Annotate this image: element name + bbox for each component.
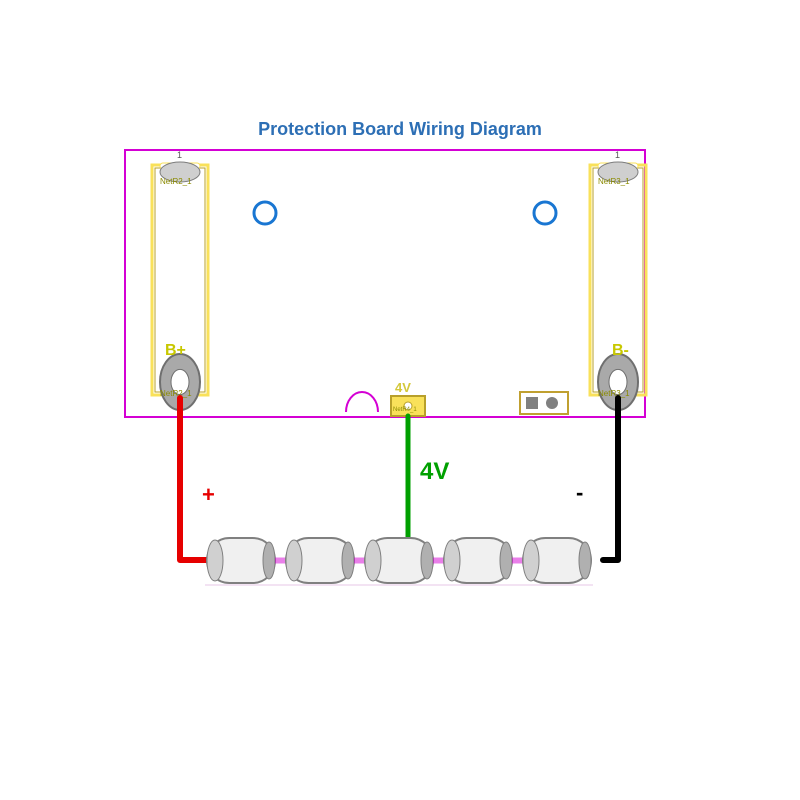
svg-text:1: 1 — [615, 150, 620, 160]
svg-text:NetR3_1: NetR3_1 — [598, 389, 630, 398]
board-outline — [125, 150, 645, 417]
svg-text:NetR2_1: NetR2_1 — [160, 177, 192, 186]
terminal-label-b-minus: B- — [612, 342, 629, 360]
svg-text:NetR4_1: NetR4_1 — [393, 407, 417, 413]
center-pad-label-above: 4V — [395, 380, 411, 395]
wire-red-positive — [180, 398, 207, 560]
svg-text:NetR2_1: NetR2_1 — [160, 389, 192, 398]
svg-text:NetR3_1: NetR3_1 — [598, 177, 630, 186]
terminal-label-b-plus: B+ — [165, 342, 186, 360]
wire-black-negative — [603, 398, 618, 560]
wire-label-4v: 4V — [420, 458, 449, 486]
wire-label-minus: - — [576, 480, 583, 506]
diagram-canvas: NetR4_1 NetR2_1 NetR3_1 NetR2_1 NetR3_1 1 1 — [0, 0, 800, 800]
svg-text:1: 1 — [177, 150, 182, 160]
wire-label-plus: + — [202, 482, 215, 508]
